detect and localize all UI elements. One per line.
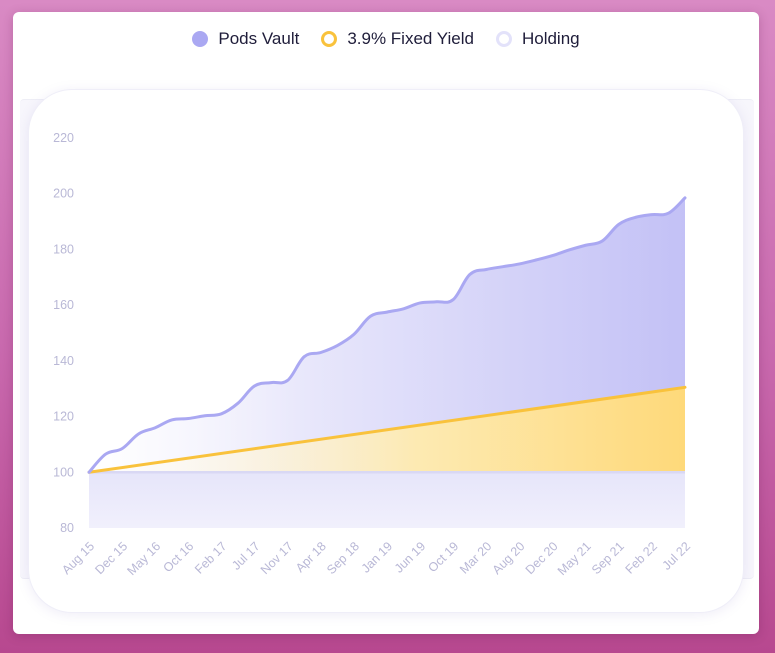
y-tick-label: 180 <box>53 242 74 256</box>
chart-legend: Pods Vault 3.9% Fixed Yield Holding <box>13 26 759 52</box>
y-tick-label: 100 <box>53 465 74 479</box>
legend-label-holding: Holding <box>521 29 580 48</box>
x-tick-label: Aug 15 <box>59 539 97 577</box>
fixed-yield-line <box>87 385 687 474</box>
x-tick-label: Dec 20 <box>523 539 561 577</box>
legend-label-pods-vault: Pods Vault <box>218 29 300 48</box>
y-axis: 80 100 120 140 160 180 200 220 <box>53 131 74 535</box>
legend-dot-holding <box>495 31 512 47</box>
y-tick-label: 140 <box>53 354 74 368</box>
legend-label-fixed-yield: 3.9% Fixed Yield <box>347 29 474 48</box>
legend-dot-fixed-yield <box>321 31 338 47</box>
x-tick-label: Mar 20 <box>457 539 494 576</box>
x-tick-label: Feb 17 <box>192 539 229 576</box>
plot-area <box>87 196 687 528</box>
x-tick-label: Aug 20 <box>490 539 528 577</box>
x-tick-label: Jan 19 <box>359 539 395 575</box>
x-tick-label: May 21 <box>555 539 594 578</box>
y-tick-label: 80 <box>60 521 74 535</box>
x-tick-label: Jun 19 <box>392 539 428 575</box>
x-tick-label: Apr 18 <box>293 539 329 575</box>
legend-item-fixed-yield[interactable]: 3.9% Fixed Yield <box>321 29 474 49</box>
y-tick-label: 160 <box>53 298 74 312</box>
holding-area <box>89 472 685 528</box>
x-tick-label: Oct 16 <box>161 539 197 575</box>
y-tick-label: 220 <box>53 131 74 145</box>
legend-dot-pods-vault <box>192 31 209 47</box>
x-tick-label: Nov 17 <box>258 539 296 577</box>
x-tick-label: Sep 21 <box>589 539 627 577</box>
pods-vault-line <box>87 196 687 474</box>
x-tick-label: Dec 15 <box>92 539 130 577</box>
legend-item-pods-vault[interactable]: Pods Vault <box>192 29 299 49</box>
x-tick-label: May 16 <box>124 539 163 578</box>
x-tick-label: Jul 22 <box>660 539 694 573</box>
x-tick-label: Sep 18 <box>324 539 362 577</box>
y-tick-label: 120 <box>53 410 74 424</box>
x-tick-label: Oct 19 <box>425 539 461 575</box>
legend-item-holding[interactable]: Holding <box>495 29 580 49</box>
x-tick-label: Feb 22 <box>623 539 660 576</box>
y-tick-label: 200 <box>53 187 74 201</box>
